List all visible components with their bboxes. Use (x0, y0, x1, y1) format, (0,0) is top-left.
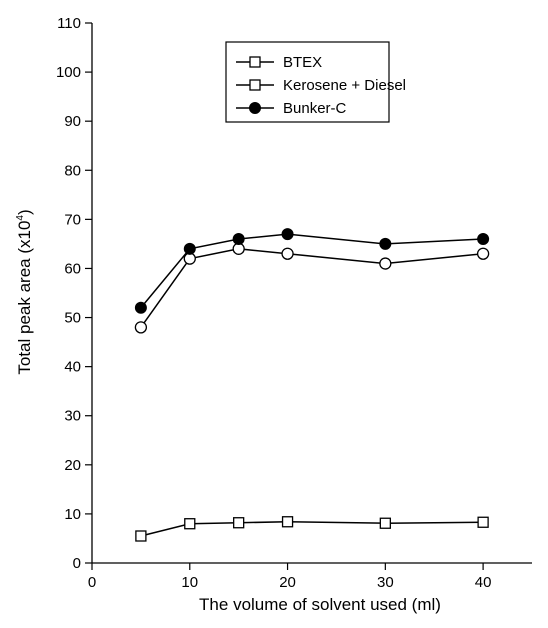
legend-label: Bunker-C (283, 100, 347, 117)
ticks: 0 10 20 30 40 50 60 70 80 90 100 110 0 10 20 30 40 (56, 15, 491, 591)
marker-open-circle (134, 321, 148, 334)
y-tick-label: 50 (64, 310, 81, 327)
marker-open-square (249, 56, 261, 68)
y-tick-label: 40 (64, 359, 81, 376)
y-tick-label: 110 (57, 15, 81, 32)
marker-filled-circle (232, 233, 245, 245)
marker-open-square (477, 516, 489, 528)
y-tick-label: 70 (64, 211, 81, 228)
y-tick-label: 0 (73, 555, 81, 572)
legend: BTEX Kerosene + Diesel Bunker-C (225, 41, 406, 123)
y-tick-label: 20 (64, 457, 81, 474)
series-2 (134, 228, 490, 314)
series-group (134, 228, 490, 542)
marker-open-circle (476, 247, 490, 260)
marker-open-circle (281, 247, 294, 260)
series-1 (134, 242, 490, 334)
y-tick-label: 10 (64, 506, 81, 523)
x-tick-label: 0 (88, 574, 96, 591)
y-tick-label: 30 (64, 408, 81, 425)
x-tick-label: 20 (279, 574, 296, 591)
series-line (140, 248, 484, 328)
series-0 (135, 516, 489, 542)
marker-filled-circle (477, 233, 490, 245)
marker-open-square (379, 517, 391, 529)
legend-label: BTEX (283, 54, 322, 71)
y-tick-label: 80 (64, 162, 81, 179)
y-tick-label: 90 (64, 113, 81, 130)
marker-filled-circle (183, 242, 196, 255)
x-axis-title: The volume of solvent used (ml) (199, 595, 441, 614)
marker-open-square (184, 518, 196, 530)
series-line (140, 521, 484, 537)
y-axis-title: Total peak area (x104) (15, 209, 34, 374)
y-axis-title-superscript: 4 (15, 215, 26, 221)
x-tick-label: 10 (181, 574, 198, 591)
marker-filled-circle (379, 237, 392, 250)
marker-open-square (281, 516, 294, 528)
y-axis-title-close: ) (15, 209, 34, 215)
y-tick-label: 100 (56, 64, 81, 81)
y-tick-label: 60 (64, 260, 81, 277)
marker-open-square (233, 517, 245, 529)
x-tick-label: 40 (475, 574, 492, 591)
marker-filled-circle (281, 228, 294, 241)
marker-open-circle (379, 257, 392, 270)
x-tick-label: 30 (377, 574, 394, 591)
marker-open-square (249, 79, 261, 91)
marker-filled-circle (134, 301, 147, 314)
marker-filled-circle (249, 102, 261, 114)
marker-open-square (135, 530, 147, 542)
axes (91, 23, 532, 564)
legend-label: Kerosene + Diesel (283, 77, 406, 94)
y-axis-title-main: Total peak area (x10 (15, 221, 34, 375)
series-line (140, 233, 484, 309)
